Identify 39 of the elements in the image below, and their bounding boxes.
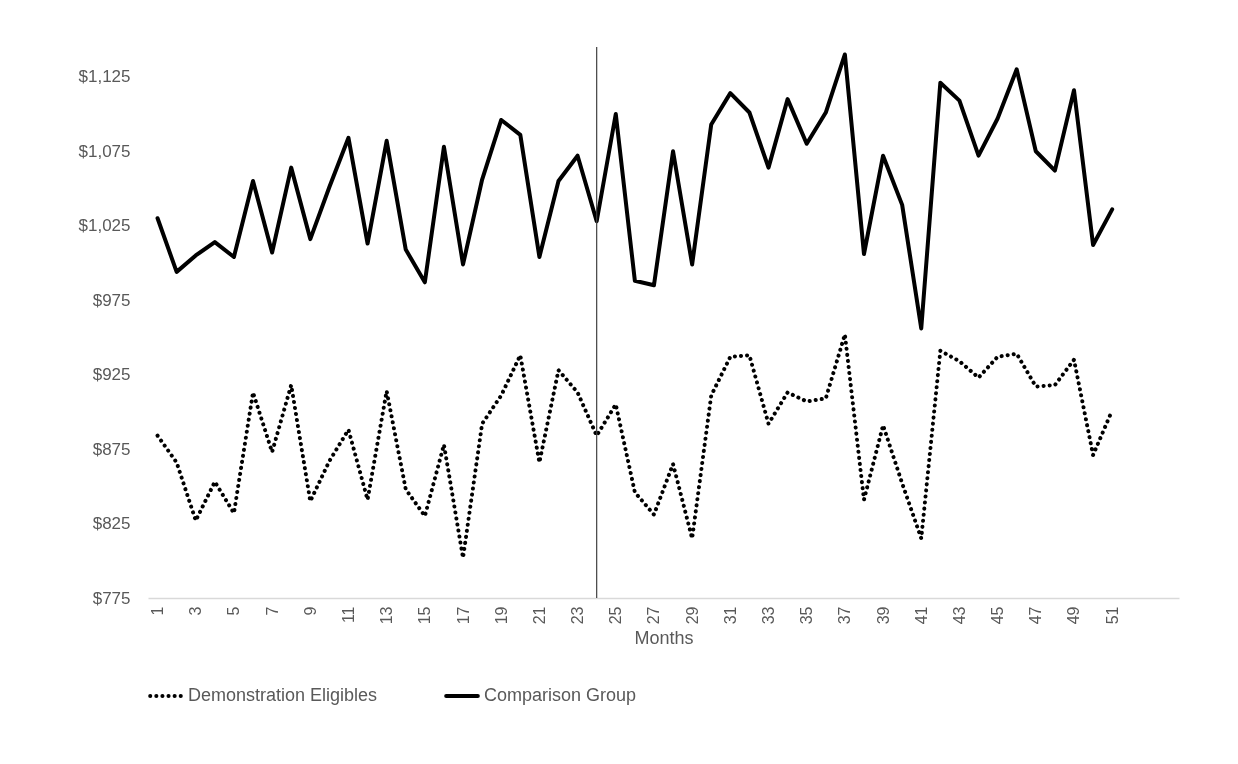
x-tick-label: 43 [950, 606, 968, 625]
x-tick-label: 39 [874, 606, 892, 625]
x-tick-label: 33 [760, 606, 778, 625]
x-tick-label: 7 [263, 606, 281, 616]
y-tick-label: $825 [92, 514, 131, 534]
x-tick-label: 35 [798, 606, 816, 625]
y-tick-label: $875 [92, 439, 131, 459]
x-tick-label: 1 [149, 606, 167, 616]
x-axis-title: Months [634, 628, 694, 649]
x-tick-label: 11 [339, 606, 357, 624]
x-tick-label: 15 [416, 606, 434, 625]
y-tick-label: $1,125 [78, 67, 131, 87]
x-tick-label: 3 [187, 606, 205, 616]
x-tick-label: 49 [1065, 606, 1083, 625]
x-tick-label: 47 [1027, 606, 1045, 625]
y-tick-label: $975 [92, 290, 131, 310]
x-tick-label: 23 [569, 606, 587, 625]
line-series [155, 332, 1115, 560]
x-tick-label: 31 [721, 606, 739, 625]
legend-label: Demonstration Eligibles [188, 685, 378, 705]
x-tick-label: 21 [530, 606, 548, 625]
x-tick-label: 45 [989, 606, 1007, 625]
x-tick-label: 13 [378, 606, 396, 625]
x-tick-label: 17 [454, 606, 472, 625]
x-tick-label: 37 [836, 606, 854, 625]
line-series [155, 52, 1115, 331]
y-tick-label: $1,025 [78, 216, 131, 236]
x-tick-label: 5 [225, 606, 243, 616]
x-tick-label: 19 [492, 606, 510, 625]
legend-label: Comparison Group [484, 685, 637, 705]
y-tick-label: $925 [92, 365, 131, 385]
x-tick-label: 27 [645, 606, 663, 625]
x-tick-label: 41 [912, 606, 930, 625]
x-tick-label: 25 [607, 606, 625, 625]
x-tick-label: 51 [1103, 606, 1121, 625]
x-tick-label: 29 [683, 606, 701, 625]
x-tick-label: 9 [301, 606, 319, 616]
y-tick-label: $1,075 [78, 141, 131, 161]
y-tick-label: $775 [92, 588, 131, 608]
